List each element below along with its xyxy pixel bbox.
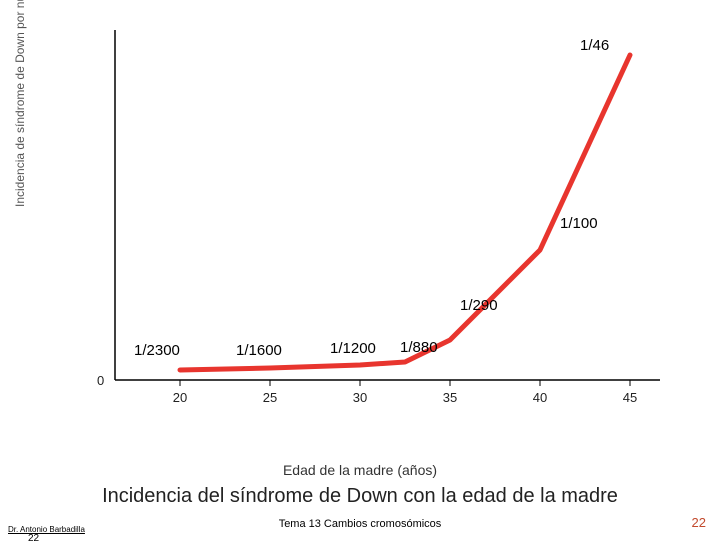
- footer-topic: Tema 13 Cambios cromosómicos: [279, 518, 442, 530]
- x-tick-label: 45: [623, 390, 637, 405]
- x-axis-label: Edad de la madre (años): [283, 462, 437, 478]
- data-point-label: 1/2300: [134, 342, 180, 359]
- page-number: 22: [692, 515, 706, 530]
- data-line: [180, 55, 630, 370]
- footer-left-number: 22: [28, 533, 39, 544]
- data-point-label: 1/1600: [236, 342, 282, 359]
- chart-plot-area: 0 20 25 30 35 40 45 1/2300 1/1600 1/1200 1/880 1/29…: [60, 10, 680, 450]
- author-link[interactable]: Dr. Antonio Barbadilla: [8, 525, 85, 534]
- data-point-label: 1/46: [580, 37, 609, 54]
- x-tick-label: 30: [353, 390, 367, 405]
- data-point-label: 1/100: [560, 215, 598, 232]
- chart-title: Incidencia del síndrome de Down con la e…: [102, 485, 618, 508]
- x-tick-label: 25: [263, 390, 277, 405]
- chart-svg: 0 20 25 30 35 40 45 1/2300 1/1600 1/1200 1/880 1/29…: [60, 10, 680, 410]
- data-point-label: 1/1200: [330, 340, 376, 357]
- x-tick-label: 35: [443, 390, 457, 405]
- y-axis-label: Incidencia de síndrome de Down por númer…: [13, 0, 27, 207]
- data-point-label: 1/290: [460, 297, 498, 314]
- x-tick-label: 20: [173, 390, 187, 405]
- y-origin-label: 0: [97, 373, 104, 388]
- data-point-label: 1/880: [400, 339, 438, 356]
- x-tick-label: 40: [533, 390, 547, 405]
